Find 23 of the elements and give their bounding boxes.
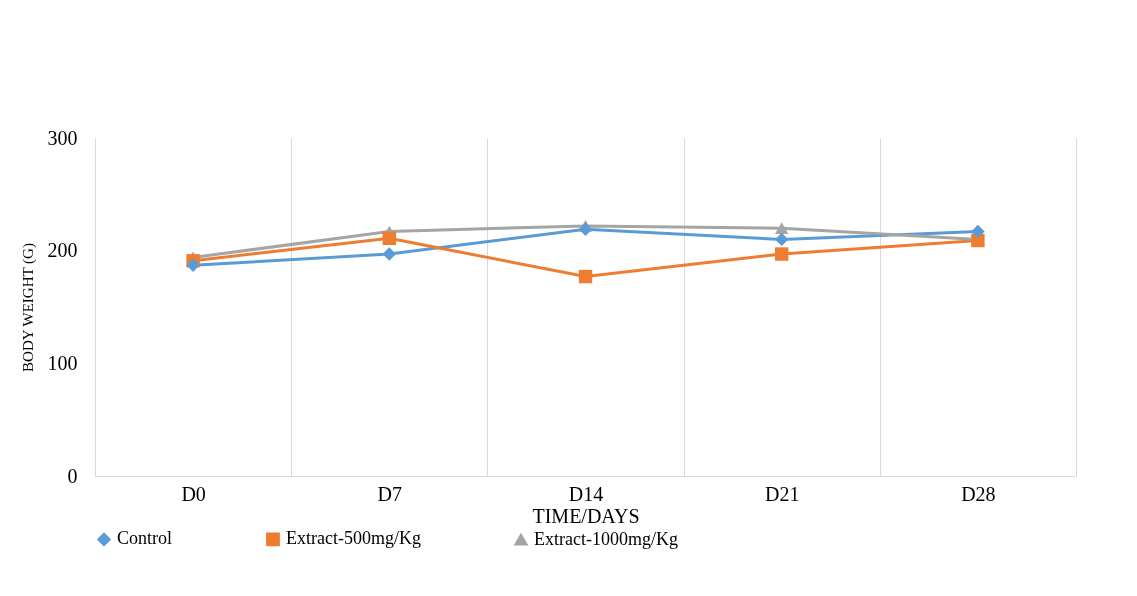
point <box>971 224 985 239</box>
point <box>578 269 593 284</box>
legend-label: Control <box>117 528 173 549</box>
x-tick-label: D14 <box>568 482 604 505</box>
x-tick-label: D21 <box>764 482 800 505</box>
x-tick-label: D0 <box>181 482 206 505</box>
y-tick-label: 0 <box>67 464 78 487</box>
y-tick-label: 300 <box>47 126 78 149</box>
point <box>774 247 789 261</box>
point <box>774 222 789 234</box>
y-tick-label: 200 <box>47 239 78 262</box>
legend-label: Extract-1000mg/Kg <box>534 528 678 549</box>
point <box>774 232 789 247</box>
x-axis-title: TIME/DAYS <box>532 504 640 527</box>
legend-label: Extract-500mg/Kg <box>286 528 421 549</box>
x-tick-label: D7 <box>377 482 403 505</box>
point <box>186 258 200 273</box>
y-axis-title: BODY WEIGHT (G) <box>19 243 37 372</box>
point <box>578 222 593 236</box>
point <box>382 247 397 261</box>
x-tick-label: D28 <box>961 482 996 505</box>
point <box>382 231 397 245</box>
y-tick-label: 100 <box>47 351 78 374</box>
